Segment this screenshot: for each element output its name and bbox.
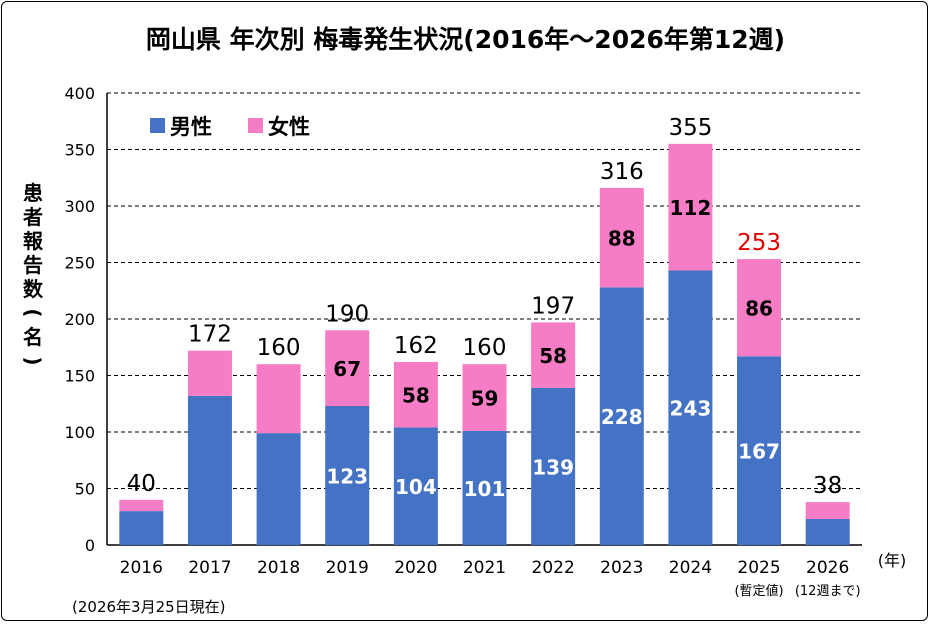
chart-title: 岡山県 年次別 梅毒発生状況(2016年～2026年第12週) [145, 25, 786, 54]
y-axis-label: 数 [23, 277, 44, 301]
data-label: 112 [670, 196, 712, 220]
total-label: 190 [325, 301, 369, 327]
data-label: 59 [471, 387, 499, 411]
x-tick-label: 2019 [326, 558, 369, 578]
legend-label: 女性 [268, 115, 310, 139]
bar-male-2024 [668, 270, 713, 545]
x-tick-label: 2017 [188, 558, 231, 578]
total-label: 160 [463, 335, 507, 361]
bar-female-2018 [256, 364, 301, 434]
y-axis-label: 告 [23, 253, 43, 277]
bar-male-2026 [805, 519, 850, 545]
bar-female-2024 [668, 143, 713, 271]
y-tick-label: 350 [64, 141, 95, 160]
bar-female-2020 [393, 361, 438, 428]
total-label: 38 [813, 473, 842, 499]
y-axis-label: ( [21, 308, 45, 317]
legend-swatch [150, 118, 165, 133]
y-axis-label: 患 [23, 181, 43, 205]
x-tick-label: 2018 [257, 558, 300, 578]
y-tick-label: 300 [64, 197, 95, 216]
bar-male-2016 [119, 511, 164, 545]
data-label: 86 [745, 297, 773, 321]
chart-frame [1, 1, 928, 621]
bar-female-2025 [737, 259, 782, 357]
data-label: 123 [326, 465, 368, 489]
bar-male-2023 [599, 287, 644, 545]
y-tick-label: 150 [64, 367, 95, 386]
bar-female-2023 [599, 187, 644, 288]
bar-male-2017 [187, 395, 232, 545]
legend-swatch [248, 118, 263, 133]
bar-male-2018 [256, 433, 301, 545]
y-tick-label: 0 [85, 536, 95, 555]
legend-label: 男性 [170, 115, 212, 139]
x-tick-label: 2022 [532, 558, 575, 578]
total-label: 316 [600, 159, 644, 185]
x-tick-label: 2025 [737, 558, 780, 578]
data-label: 58 [539, 344, 567, 368]
data-label: 139 [532, 455, 574, 479]
data-label: 101 [464, 477, 506, 501]
y-tick-label: 50 [75, 480, 95, 499]
x-tick-label: 2023 [600, 558, 643, 578]
data-label: 228 [601, 405, 643, 429]
data-label: 104 [395, 475, 437, 499]
total-label: 197 [531, 293, 575, 319]
data-label: 88 [608, 227, 636, 251]
bar-male-2021 [462, 430, 507, 545]
bar-female-2017 [187, 350, 232, 396]
x-tick-label: 2026 [806, 558, 849, 578]
x-tick-sublabel: (暫定値) [734, 583, 783, 599]
y-axis-label: 名 [23, 325, 43, 349]
data-label: 58 [402, 384, 430, 408]
bar-male-2025 [737, 356, 782, 545]
y-tick-label: 250 [64, 254, 95, 273]
total-label: 160 [257, 335, 301, 361]
x-tick-label: 2024 [669, 558, 712, 578]
data-label: 243 [670, 397, 712, 421]
bar-female-2019 [325, 330, 370, 407]
total-label: 253 [737, 230, 781, 256]
y-tick-label: 200 [64, 310, 95, 329]
x-tick-label: 2020 [394, 558, 437, 578]
data-label: 67 [333, 357, 361, 381]
bar-female-2026 [805, 502, 850, 520]
bar-male-2020 [393, 427, 438, 545]
bar-female-2021 [462, 364, 507, 431]
x-axis-label: (年) [878, 551, 907, 570]
data-label: 167 [738, 440, 780, 464]
bar-female-2022 [531, 322, 576, 388]
bar-female-2016 [119, 499, 164, 512]
total-label: 172 [188, 322, 232, 348]
x-tick-sublabel: (12週まで) [795, 584, 861, 599]
x-tick-label: 2016 [120, 558, 163, 578]
y-tick-label: 400 [64, 84, 95, 103]
x-tick-label: 2021 [463, 558, 506, 578]
y-axis-label: 報 [23, 229, 44, 253]
total-label: 40 [127, 471, 156, 497]
bar-male-2019 [325, 406, 370, 545]
y-axis-label: 者 [22, 205, 43, 229]
y-axis-label: ) [21, 356, 45, 365]
bar-male-2022 [531, 387, 576, 545]
total-label: 355 [668, 115, 712, 141]
as-of-note: (2026年3月25日現在) [72, 598, 226, 616]
total-label: 162 [394, 333, 438, 359]
y-tick-label: 100 [64, 423, 95, 442]
